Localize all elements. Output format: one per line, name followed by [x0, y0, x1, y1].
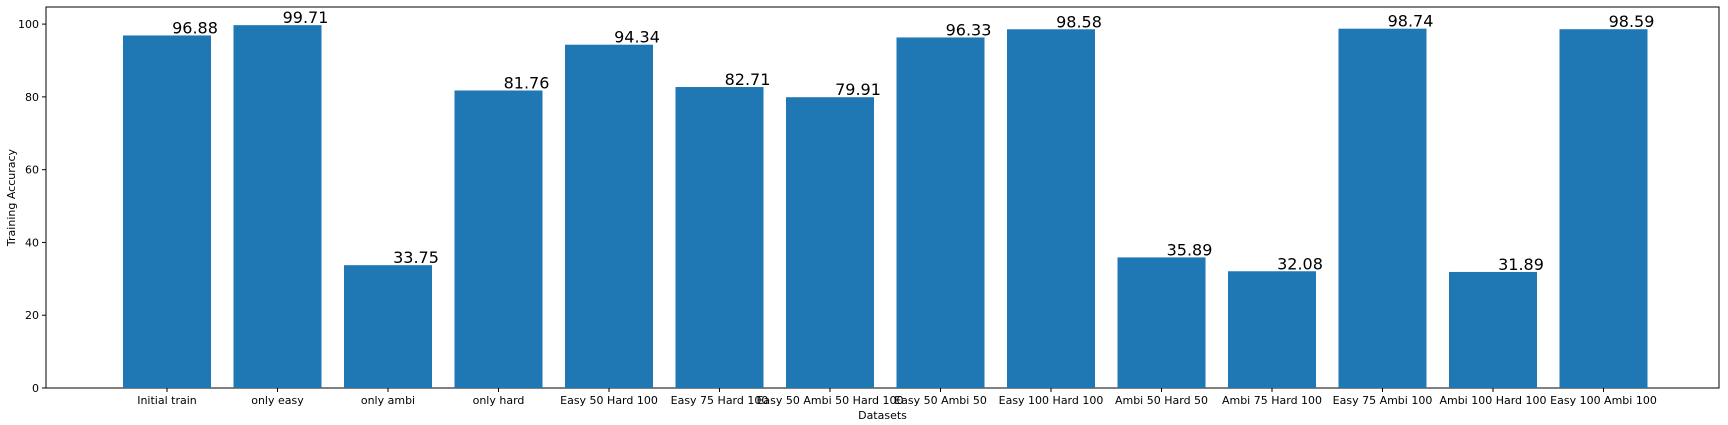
bar-value-label: 96.33 — [946, 20, 992, 39]
bar — [1117, 257, 1206, 388]
y-tick-label: 20 — [25, 309, 39, 322]
bar — [233, 25, 322, 389]
bar-value-label: 96.88 — [172, 18, 218, 37]
x-tick-label: only easy — [251, 394, 304, 407]
x-tick-label: Ambi 75 Hard 100 — [1222, 394, 1322, 407]
y-tick-label: 0 — [32, 382, 39, 395]
bar-value-label: 82.71 — [725, 70, 771, 89]
bar-value-label: 94.34 — [614, 28, 660, 47]
x-axis-label: Datasets — [858, 409, 907, 422]
bar — [896, 37, 985, 389]
y-tick-label: 40 — [25, 236, 39, 249]
x-tick-label: Easy 100 Hard 100 — [999, 394, 1104, 407]
x-tick-label: Ambi 50 Hard 50 — [1115, 394, 1208, 407]
bar-value-label: 98.59 — [1609, 12, 1655, 31]
bar — [454, 90, 543, 388]
bar — [1449, 271, 1537, 388]
bar — [786, 97, 874, 389]
bar-value-label: 33.75 — [393, 248, 439, 267]
value-labels-group: 96.88 99.71 33.75 81.76 94.34 82.71 79.91 96.33… — [172, 8, 1654, 274]
x-tick-label: Easy 50 Ambi 50 Hard 100 — [756, 394, 903, 407]
y-tick-label: 60 — [25, 164, 39, 177]
bars-group — [123, 25, 1648, 389]
bar — [1338, 28, 1427, 388]
plot-area — [45, 6, 1720, 389]
x-tick-label: Ambi 100 Hard 100 — [1439, 394, 1546, 407]
x-tick-label: Easy 75 Hard 100 — [671, 394, 769, 407]
bar — [1228, 271, 1316, 388]
bar-value-label: 99.71 — [283, 8, 329, 27]
x-tick-label: only hard — [473, 394, 525, 407]
bar-value-label: 98.74 — [1388, 12, 1434, 31]
bar-value-label: 35.89 — [1167, 240, 1213, 259]
x-axis: Initial train only easy only ambi only hard… — [137, 388, 1657, 407]
bar — [123, 35, 211, 389]
bar — [675, 87, 764, 388]
bar — [1007, 29, 1095, 389]
x-tick-label: only ambi — [361, 394, 415, 407]
bar — [344, 265, 432, 388]
bar-value-label: 79.91 — [835, 80, 881, 99]
bar-value-label: 98.58 — [1056, 12, 1102, 31]
y-tick-label: 100 — [18, 18, 39, 31]
bar-value-label: 81.76 — [504, 73, 550, 92]
y-axis: 0 20 40 60 80 100 — [18, 18, 46, 395]
x-tick-label: Easy 100 Ambi 100 — [1550, 394, 1657, 407]
x-tick-label: Easy 50 Ambi 50 — [894, 394, 987, 407]
x-tick-label: Easy 50 Hard 100 — [560, 394, 658, 407]
x-tick-label: Easy 75 Ambi 100 — [1333, 394, 1433, 407]
bar — [565, 44, 653, 389]
y-tick-label: 80 — [25, 91, 39, 104]
bar-value-label: 31.89 — [1498, 255, 1544, 274]
x-tick-label: Initial train — [137, 394, 197, 407]
y-axis-label: Training Accuracy — [5, 148, 18, 247]
bar-value-label: 32.08 — [1277, 254, 1323, 273]
bar — [1559, 29, 1648, 388]
